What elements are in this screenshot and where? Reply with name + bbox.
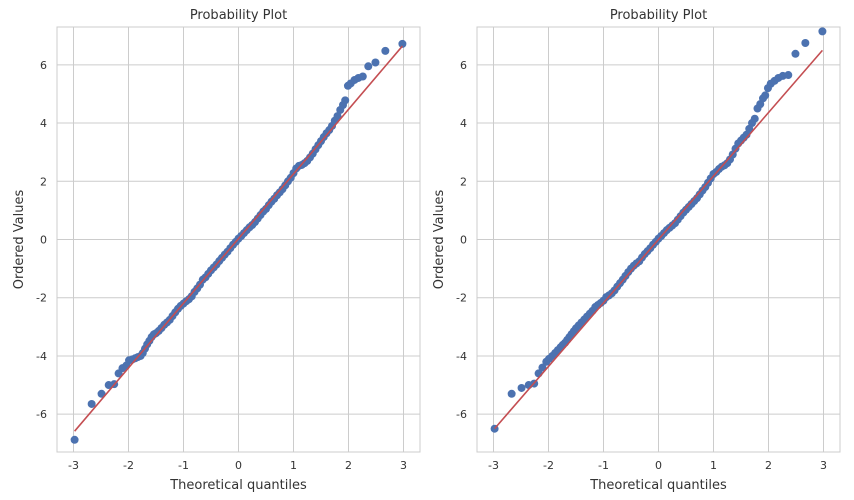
x-tick-label: 1 <box>710 459 717 472</box>
data-point <box>801 39 810 48</box>
data-point <box>364 62 373 71</box>
data-point <box>333 112 342 121</box>
data-point <box>750 114 759 123</box>
y-tick-label: 4 <box>40 117 47 130</box>
data-point <box>381 46 390 55</box>
plot-frame <box>476 26 841 453</box>
x-axis-label: Theoretical quantiles <box>589 478 727 493</box>
y-tick-label: -4 <box>456 350 467 363</box>
y-tick-label: 2 <box>460 175 467 188</box>
x-tick-label: 2 <box>765 459 772 472</box>
y-axis-label: Ordered Values <box>432 190 447 290</box>
x-tick-label: -3 <box>68 459 79 472</box>
y-tick-label: -2 <box>36 292 47 305</box>
probability-plot-left: -3 -2 -1 0 1 2 3 -6 -4 -2 0 2 4 6 Probability Plot Theo… <box>12 8 421 493</box>
data-point <box>70 435 79 444</box>
x-tick-label: 3 <box>400 459 407 472</box>
data-point <box>97 389 106 398</box>
data-point <box>87 399 96 408</box>
data-point <box>358 72 367 81</box>
x-tick-label: 1 <box>290 459 297 472</box>
chart-title: Probability Plot <box>190 8 287 23</box>
y-tick-label: 0 <box>460 234 467 247</box>
y-tick-label: 2 <box>40 175 47 188</box>
data-point <box>761 91 770 100</box>
x-tick-label: 2 <box>345 459 352 472</box>
probability-plot-right: -3 -2 -1 0 1 2 3 -6 -4 -2 0 2 4 6 Probability Plot Theo… <box>432 8 841 493</box>
y-tick-label: 6 <box>40 59 47 72</box>
x-tick-label: -1 <box>598 459 609 472</box>
x-tick-label: 0 <box>655 459 662 472</box>
y-tick-label: 4 <box>460 117 467 130</box>
y-tick-label: -4 <box>36 350 47 363</box>
data-point <box>784 71 793 80</box>
y-axis-label: Ordered Values <box>12 190 27 290</box>
y-tick-label: 6 <box>460 59 467 72</box>
chart-title: Probability Plot <box>610 8 707 23</box>
x-tick-label: 0 <box>235 459 242 472</box>
x-tick-label: -2 <box>543 459 554 472</box>
x-tick-label: -1 <box>178 459 189 472</box>
data-point <box>507 389 516 398</box>
data-point <box>371 58 380 67</box>
y-tick-label: -6 <box>36 408 47 421</box>
data-point <box>341 96 350 105</box>
data-point <box>538 363 547 372</box>
data-point <box>398 39 407 48</box>
data-point <box>818 27 827 36</box>
data-point <box>517 383 526 392</box>
plot-frame <box>56 26 421 453</box>
x-axis-label: Theoretical quantiles <box>169 478 307 493</box>
data-point <box>791 49 800 58</box>
x-tick-label: -3 <box>488 459 499 472</box>
y-tick-label: -6 <box>456 408 467 421</box>
x-tick-label: 3 <box>820 459 827 472</box>
x-tick-label: -2 <box>123 459 134 472</box>
fit-line <box>73 45 404 432</box>
y-tick-label: -2 <box>456 292 467 305</box>
y-tick-label: 0 <box>40 234 47 247</box>
fit-line <box>493 49 824 430</box>
